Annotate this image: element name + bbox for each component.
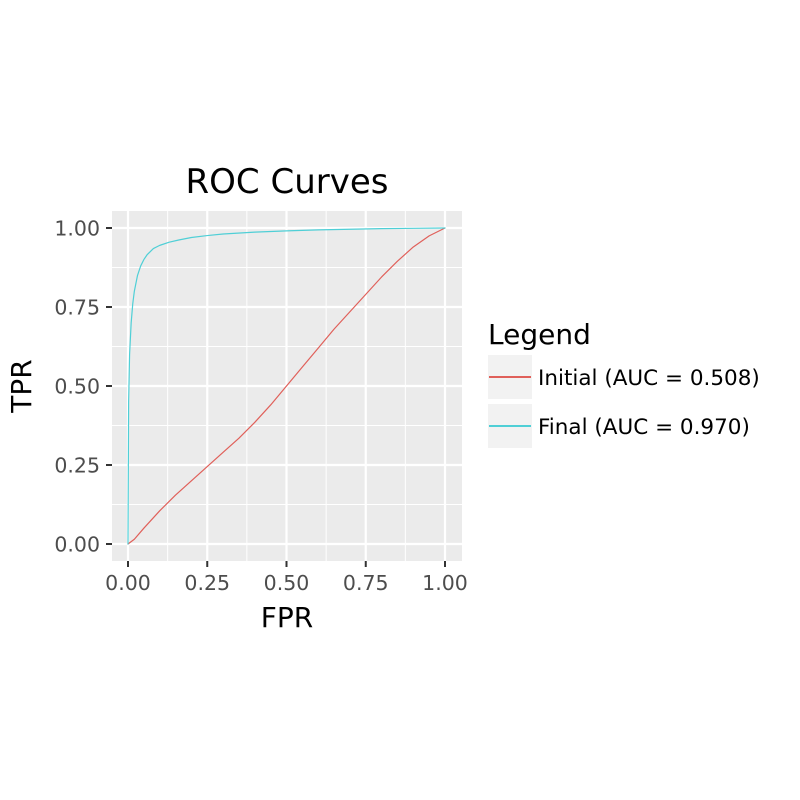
x-tick-label: 0.75 [343, 571, 389, 595]
y-tick-label: 1.00 [54, 217, 100, 241]
axis-ticks [106, 227, 446, 567]
series-layer [127, 227, 446, 545]
series-line-final [127, 227, 446, 545]
series-line-initial [127, 227, 446, 545]
y-tick-labels: 0.00 0.25 0.50 0.75 1.00 [54, 217, 100, 557]
legend: Legend Initial (AUC = 0.508) Final (AUC =… [488, 318, 760, 448]
x-axis-label: FPR [261, 601, 313, 634]
x-tick-label: 1.00 [422, 571, 468, 595]
x-tick-label: 0.00 [105, 571, 151, 595]
x-tick-label: 0.25 [184, 571, 230, 595]
y-axis-label: TPR [5, 359, 38, 413]
legend-items: Initial (AUC = 0.508) Final (AUC = 0.970) [488, 355, 760, 448]
x-tick-label: 0.50 [264, 571, 310, 595]
y-tick-label: 0.75 [54, 296, 100, 320]
y-tick-label: 0.00 [54, 533, 100, 557]
legend-item-label: Final (AUC = 0.970) [538, 415, 750, 440]
x-tick-labels: 0.00 0.25 0.50 0.75 1.00 [105, 571, 468, 595]
y-tick-label: 0.50 [54, 375, 100, 399]
legend-title: Legend [488, 318, 591, 351]
y-tick-label: 0.25 [54, 454, 100, 478]
legend-item-label: Initial (AUC = 0.508) [538, 366, 760, 391]
chart-title: ROC Curves [186, 162, 389, 202]
